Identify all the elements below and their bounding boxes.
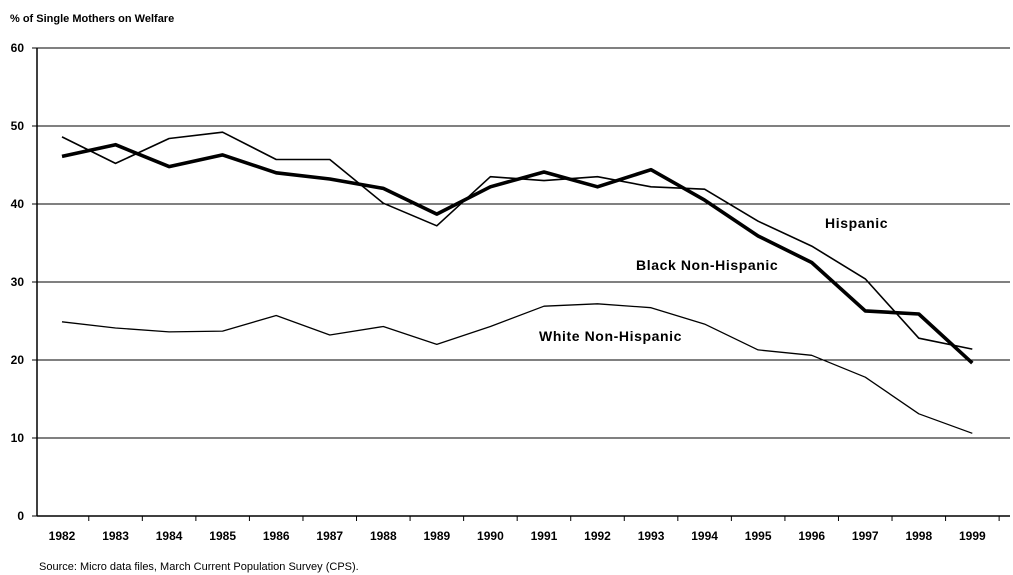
x-tick-label-1996: 1996 xyxy=(798,529,825,543)
x-tick-label-1991: 1991 xyxy=(531,529,558,543)
y-tick-label-50: 50 xyxy=(11,119,25,133)
x-tick-label-1992: 1992 xyxy=(584,529,611,543)
x-tick-label-1983: 1983 xyxy=(102,529,129,543)
y-tick-label-30: 30 xyxy=(11,275,25,289)
series-label-hispanic: Hispanic xyxy=(825,215,888,231)
gridlines xyxy=(32,47,1010,521)
y-tick-labels: 0 10 20 30 40 50 60 xyxy=(11,41,25,523)
axes xyxy=(36,48,1010,517)
x-tick-label-1982: 1982 xyxy=(49,529,76,543)
x-tick-label-1988: 1988 xyxy=(370,529,397,543)
y-tick-label-40: 40 xyxy=(11,197,25,211)
x-tick-label-1990: 1990 xyxy=(477,529,504,543)
y-tick-label-20: 20 xyxy=(11,353,25,367)
x-tick-label-1998: 1998 xyxy=(905,529,932,543)
x-tick-label-1986: 1986 xyxy=(263,529,290,543)
series-lines xyxy=(61,131,974,434)
x-tick-label-1993: 1993 xyxy=(638,529,665,543)
series-line-white-non-hispanic xyxy=(61,303,973,434)
x-tick-label-1997: 1997 xyxy=(852,529,879,543)
series-label-white-non-hispanic: White Non-Hispanic xyxy=(539,328,682,344)
y-axis-label: % of Single Mothers on Welfare xyxy=(10,13,174,25)
y-tick-label-60: 60 xyxy=(11,41,25,55)
x-tick-label-1995: 1995 xyxy=(745,529,772,543)
source-note: Source: Micro data files, March Current … xyxy=(39,561,359,573)
x-tick-label-1994: 1994 xyxy=(691,529,718,543)
y-tick-label-0: 0 xyxy=(17,509,24,523)
x-tick-label-1999: 1999 xyxy=(959,529,986,543)
series-label-black-non-hispanic: Black Non-Hispanic xyxy=(636,257,778,273)
x-tick-label-1985: 1985 xyxy=(209,529,236,543)
x-tick-label-1984: 1984 xyxy=(156,529,183,543)
y-tick-label-10: 10 xyxy=(11,431,25,445)
x-tick-label-1989: 1989 xyxy=(423,529,450,543)
x-tick-labels: 1982 1983 1984 1985 1986 1987 1988 1989 1990 1991… xyxy=(49,529,986,543)
x-tick-label-1987: 1987 xyxy=(316,529,343,543)
series-line-black-non-hispanic xyxy=(61,142,974,365)
